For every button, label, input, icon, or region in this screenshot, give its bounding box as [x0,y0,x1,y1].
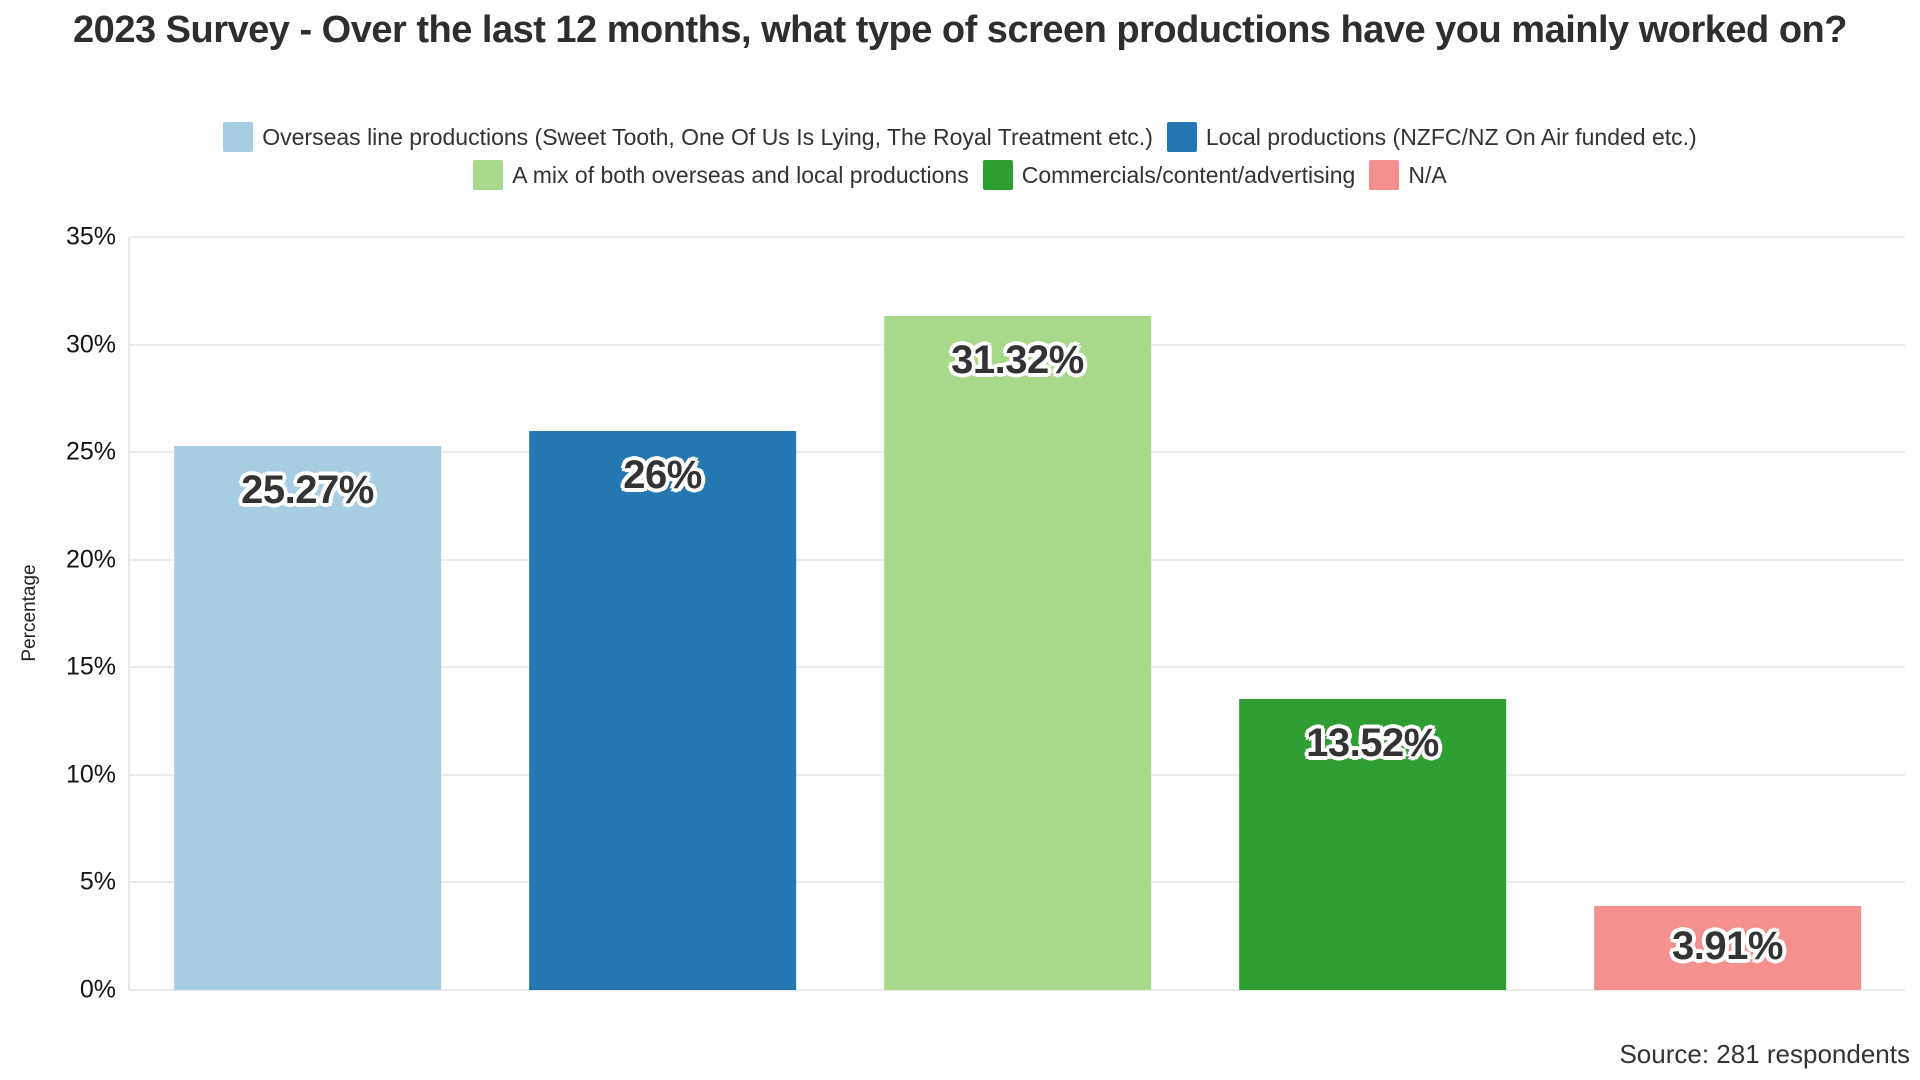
legend-swatch-icon [1369,160,1400,190]
y-axis-tick-label: 25% [65,437,116,466]
legend-swatch-icon [223,122,254,152]
bar-2: 26% [528,430,797,990]
legend-item: Commercials/content/advertising [982,160,1356,190]
legend-label: Local productions (NZFC/NZ On Air funded… [1205,123,1697,150]
legend-label: Overseas line productions (Sweet Tooth, … [262,123,1153,150]
y-axis-tick-label: 5% [79,867,116,896]
y-axis-tick-label: 20% [65,545,116,574]
bar-value-label: 25.27% [241,468,374,513]
bar-value-label: 13.52% [1306,721,1439,766]
legend-swatch-icon [473,160,504,190]
gridline [130,989,1905,991]
chart-title: 2023 Survey - Over the last 12 months, w… [73,9,1847,51]
bar-4: 13.52% [1238,699,1507,990]
y-axis-tick-label: 35% [65,222,116,251]
bar-value-label: 26% [623,452,702,497]
bar-value-label: 31.32% [951,338,1084,383]
y-axis-tick-label: 0% [79,975,116,1004]
legend-item: Overseas line productions (Sweet Tooth, … [223,122,1153,152]
bar-value-label: 3.91% [1672,923,1783,968]
legend-swatch-icon [1166,122,1197,152]
source-note: Source: 281 respondents [1619,1039,1910,1069]
bar-5: 3.91% [1593,905,1862,990]
legend-swatch-icon [982,160,1013,190]
plot-area: 0% 5% 10% 15% 20% 25% 30% 35% 25.27% 26% 31.32% 13.… [66,224,1905,1002]
gridline [130,236,1905,238]
y-axis-tick-label: 30% [65,330,116,359]
legend-label: Commercials/content/advertising [1021,161,1356,188]
y-axis-title: Percentage [19,564,40,662]
bar-1: 25.27% [173,446,442,990]
legend-label: N/A [1408,161,1447,188]
legend: Overseas line productions (Sweet Tooth, … [200,122,1720,190]
legend-item: N/A [1369,160,1447,190]
legend-item: Local productions (NZFC/NZ On Air funded… [1166,122,1697,152]
y-axis-tick-label: 10% [65,760,116,789]
legend-item: A mix of both overseas and local product… [473,160,969,190]
legend-label: A mix of both overseas and local product… [512,161,969,188]
y-axis-tick-label: 15% [65,652,116,681]
bar-3: 31.32% [883,316,1152,990]
